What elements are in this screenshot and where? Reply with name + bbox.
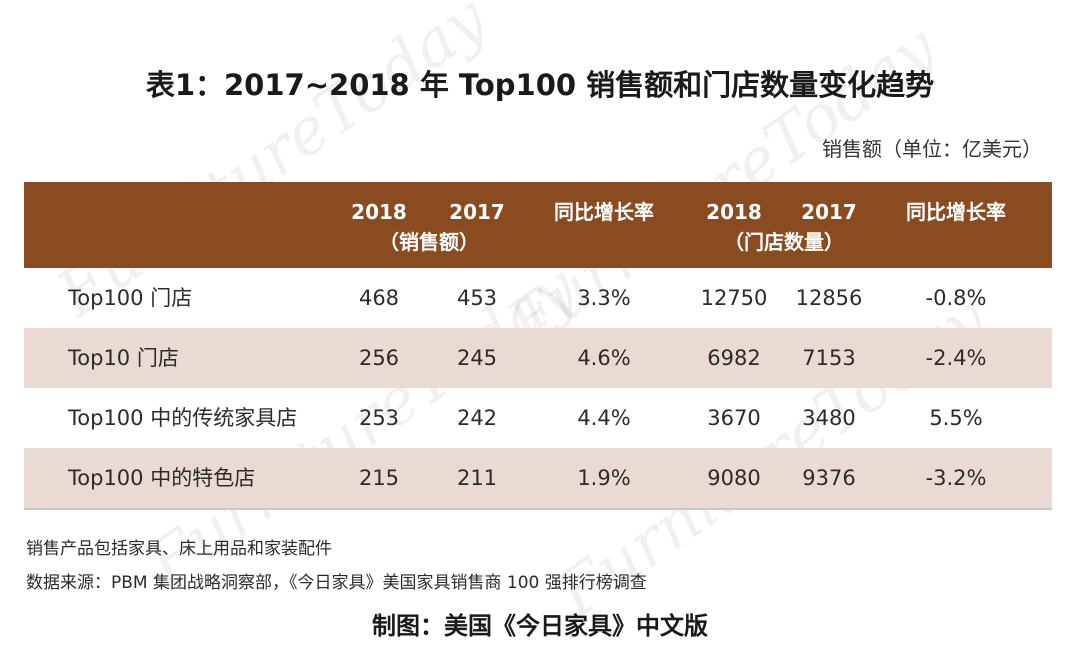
cell-stores-growth: -2.4%: [925, 346, 987, 370]
col-header-label: 同比增长率: [906, 200, 1006, 224]
cell-stores-2017: 3480: [802, 406, 856, 430]
row-label: Top10 门店: [68, 346, 179, 370]
cell-stores-growth: -3.2%: [925, 466, 987, 490]
table-row: Top10 门店 256 245 4.6% 6982 7153 -2.4%: [24, 328, 1052, 388]
col-header-stores-growth: 同比增长率: [886, 198, 1026, 226]
sales-group-label: （销售额）: [379, 230, 479, 254]
cell-sales-2017: 211: [456, 466, 498, 490]
cell-stores-2018: 9080: [707, 466, 761, 490]
col-header-label: 2017: [449, 200, 505, 224]
table-header: 2018 2017 （销售额） 同比增长率 2018 2017 （门店数量） 同…: [24, 182, 1052, 268]
table-bottom-border: [24, 508, 1052, 510]
chart-credit: 制图：美国《今日家具》中文版: [372, 612, 708, 640]
cell-sales-growth: 3.3%: [577, 286, 631, 310]
cell-sales-growth: 1.9%: [577, 466, 631, 490]
cell-sales-2017: 245: [456, 346, 498, 370]
col-header-stores-2018: 2018: [694, 198, 774, 226]
col-header-label: 2018: [706, 200, 762, 224]
footnote-source: 数据来源：PBM 集团战略洞察部，《今日家具》美国家具销售商 100 强排行榜调…: [26, 573, 647, 593]
cell-sales-growth: 4.6%: [577, 346, 631, 370]
cell-stores-2018: 6982: [707, 346, 761, 370]
page-title: 表1：2017~2018 年 Top100 销售额和门店数量变化趋势: [145, 68, 935, 102]
unit-note: 销售额（单位：亿美元）: [822, 137, 1042, 161]
cell-stores-2017: 7153: [802, 346, 856, 370]
col-header-sales-2018: 2018: [344, 198, 414, 226]
cell-stores-growth: 5.5%: [929, 406, 983, 430]
col-header-stores-2017: 2017: [789, 198, 869, 226]
cell-sales-2018: 215: [358, 466, 400, 490]
cell-stores-2017: 9376: [802, 466, 856, 490]
cell-sales-2018: 253: [358, 406, 400, 430]
table-row: Top100 门店 468 453 3.3% 12750 12856 -0.8%: [24, 268, 1052, 328]
cell-sales-2018: 468: [358, 286, 400, 310]
footnote-products: 销售产品包括家具、床上用品和家装配件: [26, 539, 332, 559]
table-row: Top100 中的特色店 215 211 1.9% 9080 9376 -3.2…: [24, 448, 1052, 508]
table-row: Top100 中的传统家具店 253 242 4.4% 3670 3480 5.…: [24, 388, 1052, 448]
data-table: 2018 2017 （销售额） 同比增长率 2018 2017 （门店数量） 同…: [24, 182, 1052, 510]
cell-stores-2017: 12856: [795, 286, 863, 310]
cell-stores-2018: 3670: [707, 406, 761, 430]
col-header-label: 2018: [351, 200, 407, 224]
cell-stores-growth: -0.8%: [925, 286, 987, 310]
row-label: Top100 中的特色店: [68, 466, 256, 490]
cell-sales-2017: 242: [456, 406, 498, 430]
cell-stores-2018: 12750: [700, 286, 768, 310]
cell-sales-2018: 256: [358, 346, 400, 370]
row-label: Top100 门店: [68, 286, 193, 310]
cell-sales-2017: 453: [456, 286, 498, 310]
col-header-label: 2017: [801, 200, 857, 224]
stores-group-label: （门店数量）: [724, 230, 844, 254]
col-header-sales-2017: 2017: [442, 198, 512, 226]
row-label: Top100 中的传统家具店: [68, 406, 298, 430]
col-header-label: 同比增长率: [554, 200, 654, 224]
cell-sales-growth: 4.4%: [577, 406, 631, 430]
col-header-sales-growth: 同比增长率: [534, 198, 674, 226]
